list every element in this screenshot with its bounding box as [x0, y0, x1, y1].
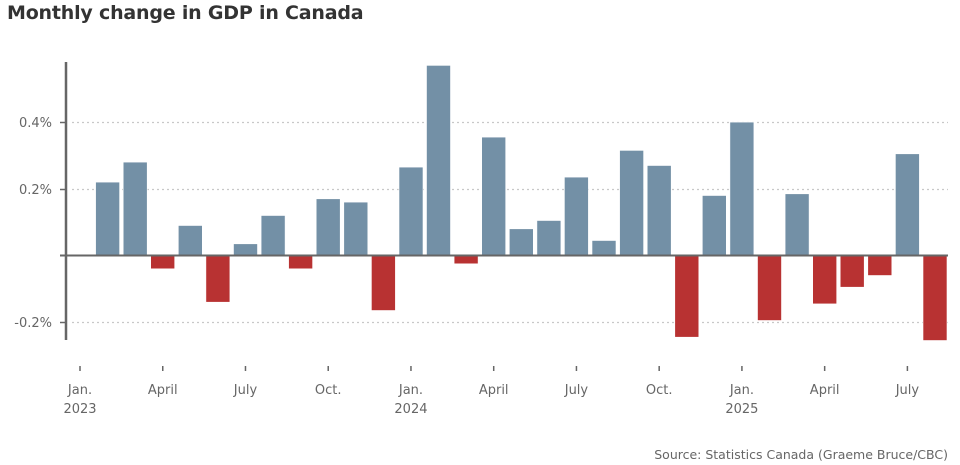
bar-negative	[288, 255, 313, 270]
bar-positive	[536, 220, 562, 256]
bar-negative	[922, 255, 948, 341]
bar-negative	[812, 255, 838, 305]
bar-negative	[205, 255, 231, 303]
bar-negative	[150, 255, 175, 270]
bar-positive	[315, 198, 341, 256]
bar-positive	[591, 240, 617, 256]
x-tick-label: April	[148, 383, 178, 398]
bar-negative	[867, 255, 893, 276]
bar-positive	[481, 136, 507, 256]
x-tick-label: July	[233, 383, 258, 398]
bar-positive	[646, 165, 672, 256]
bar-positive	[426, 65, 451, 256]
x-tick-label: Jan.	[67, 383, 92, 398]
bar-positive	[260, 215, 286, 256]
x-tick-label: Oct.	[315, 383, 342, 398]
bar-positive	[564, 176, 589, 256]
x-tick-year-label: 2025	[725, 402, 758, 417]
x-tick-year-label: 2024	[394, 402, 427, 417]
y-tick-label: 0.4%	[19, 116, 52, 131]
x-tick-label: July	[895, 383, 920, 398]
bar-positive	[122, 161, 148, 256]
chart-title: Monthly change in GDP in Canada	[7, 2, 364, 24]
bar-positive	[95, 181, 120, 256]
x-axis-ticks: Jan. 2023 April July Oct. Jan. 2024 April July Oc…	[63, 366, 919, 417]
y-tick-label: 0.2%	[19, 183, 52, 198]
bar-positive	[701, 195, 727, 256]
bar-positive	[895, 153, 920, 256]
x-tick-label: Jan.	[398, 383, 423, 398]
x-tick-label: Oct.	[646, 383, 673, 398]
bar-negative	[757, 255, 782, 321]
gridlines	[72, 121, 948, 324]
bar-positive	[729, 121, 755, 256]
x-tick-year-label: 2023	[63, 402, 96, 417]
bar-negative	[371, 255, 396, 311]
bar-positive	[508, 228, 534, 256]
bar-negative	[453, 255, 479, 265]
bar-positive	[398, 166, 424, 256]
x-tick-label: April	[810, 383, 840, 398]
bar-positive	[178, 225, 203, 256]
y-axis-ticks: 0.4% 0.2% -0.2%	[14, 116, 66, 331]
bar-negative	[839, 255, 865, 288]
bars	[95, 65, 948, 341]
bar-positive	[619, 150, 644, 256]
axes	[60, 62, 948, 340]
x-tick-label: April	[479, 383, 509, 398]
bar-negative	[674, 255, 700, 338]
bar-positive	[233, 243, 258, 256]
x-tick-label: July	[564, 383, 589, 398]
source-note: Source: Statistics Canada (Graeme Bruce/…	[654, 447, 948, 462]
x-tick-label: Jan.	[729, 383, 754, 398]
y-tick-label: -0.2%	[14, 316, 52, 331]
bar-positive	[784, 193, 810, 256]
bar-positive	[343, 201, 369, 256]
